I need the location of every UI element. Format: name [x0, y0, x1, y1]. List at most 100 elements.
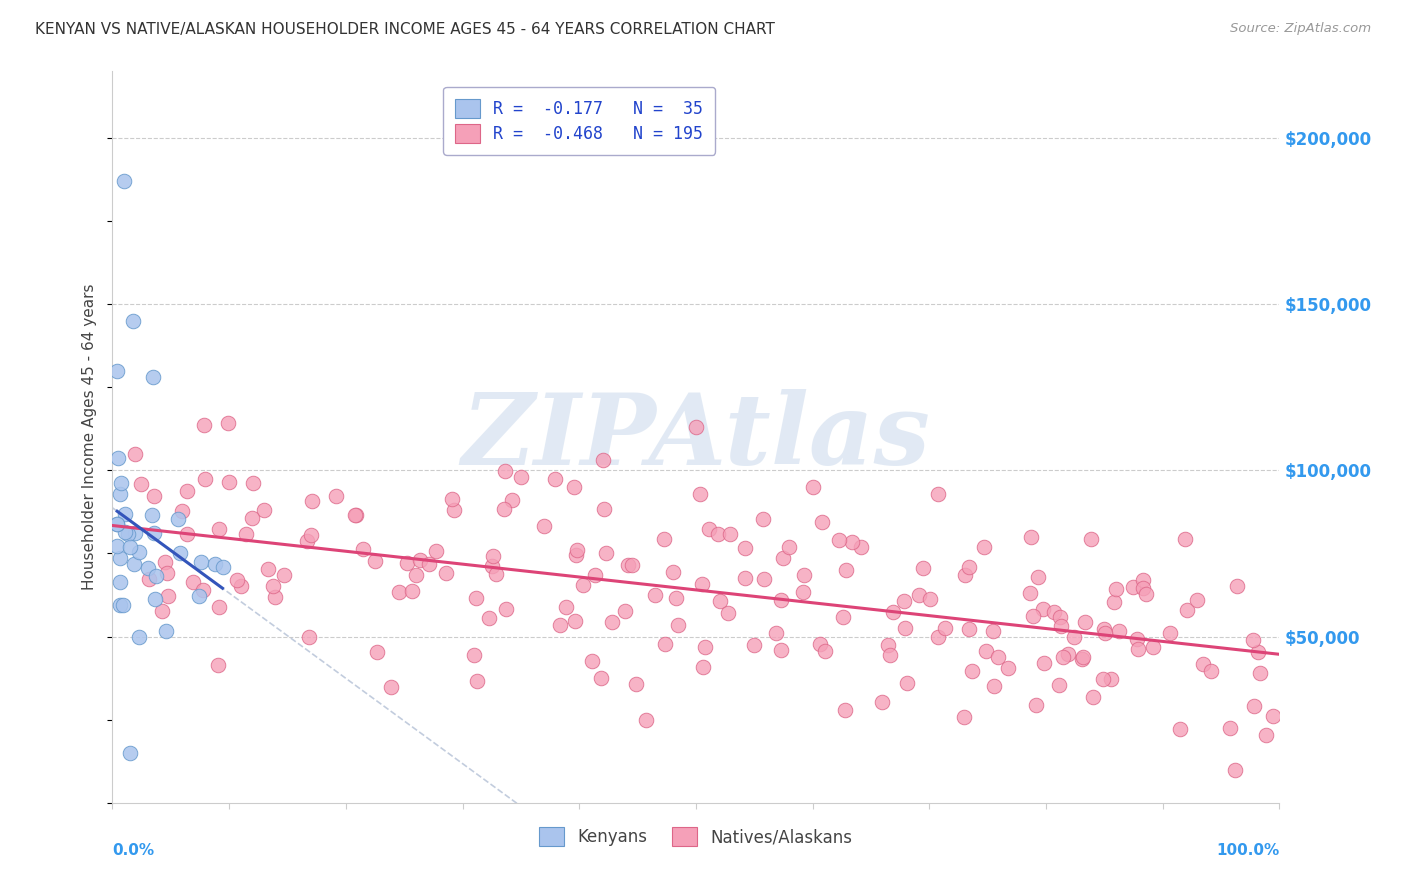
Point — [927, 486, 949, 500]
Point — [620, 558, 643, 572]
Point — [207, 658, 229, 673]
Point — [1122, 580, 1144, 594]
Point — [877, 638, 900, 652]
Point — [1057, 647, 1080, 661]
Point — [485, 567, 508, 582]
Point — [156, 566, 179, 580]
Point — [117, 526, 139, 541]
Point — [120, 541, 142, 555]
Point — [124, 447, 146, 461]
Point — [572, 578, 595, 592]
Point — [593, 501, 616, 516]
Point — [187, 589, 209, 603]
Point — [170, 503, 193, 517]
Point — [298, 630, 321, 644]
Point — [145, 569, 167, 583]
Point — [555, 599, 578, 614]
Point — [143, 591, 166, 606]
Point — [1142, 640, 1164, 654]
Point — [301, 494, 323, 508]
Point — [565, 549, 588, 563]
Point — [110, 475, 132, 490]
Point — [666, 617, 689, 632]
Point — [240, 510, 263, 524]
Point — [1032, 602, 1054, 616]
Point — [1026, 570, 1049, 584]
Point — [811, 515, 834, 529]
Point — [155, 624, 177, 639]
Point — [613, 604, 636, 618]
Point — [136, 561, 159, 575]
Point — [983, 679, 1005, 693]
Point — [142, 489, 165, 503]
Point — [242, 475, 264, 490]
Point — [118, 746, 141, 760]
Point — [1042, 605, 1064, 619]
Point — [997, 661, 1019, 675]
Point — [808, 637, 831, 651]
Point — [463, 648, 485, 662]
Point — [167, 512, 190, 526]
Point — [344, 508, 367, 523]
Point — [253, 502, 276, 516]
Point — [565, 543, 588, 558]
Point — [801, 480, 824, 494]
Point — [1047, 678, 1070, 692]
Text: ZIPAtlas: ZIPAtlas — [461, 389, 931, 485]
Point — [981, 624, 1004, 638]
Point — [882, 605, 904, 619]
Point — [1019, 530, 1042, 544]
Point — [543, 472, 565, 486]
Point — [1063, 630, 1085, 644]
Point — [405, 567, 427, 582]
Point — [138, 573, 160, 587]
Point — [1099, 672, 1122, 686]
Point — [1049, 610, 1071, 624]
Point — [665, 591, 688, 605]
Y-axis label: Householder Income Ages 45 - 64 years: Householder Income Ages 45 - 64 years — [82, 284, 97, 591]
Point — [204, 557, 226, 571]
Point — [1021, 608, 1043, 623]
Point — [734, 541, 756, 556]
Point — [1128, 641, 1150, 656]
Point — [589, 672, 612, 686]
Point — [481, 558, 503, 573]
Point — [1168, 722, 1191, 736]
Point — [617, 558, 640, 573]
Point — [835, 564, 858, 578]
Point — [1105, 582, 1128, 596]
Point — [742, 639, 765, 653]
Point — [718, 527, 741, 541]
Point — [105, 516, 128, 531]
Point — [114, 525, 136, 540]
Point — [441, 492, 464, 507]
Point — [1243, 698, 1265, 713]
Point — [769, 593, 792, 607]
Point — [229, 579, 252, 593]
Point — [709, 593, 731, 607]
Point — [533, 518, 555, 533]
Point — [388, 585, 411, 599]
Point — [814, 643, 837, 657]
Text: 100.0%: 100.0% — [1216, 843, 1279, 858]
Point — [396, 556, 419, 570]
Point — [1226, 578, 1249, 592]
Point — [114, 507, 136, 521]
Point — [600, 615, 623, 630]
Point — [1174, 533, 1197, 547]
Point — [879, 648, 901, 662]
Point — [418, 557, 440, 571]
Point — [295, 533, 318, 548]
Point — [974, 644, 997, 658]
Point — [1025, 698, 1047, 712]
Point — [211, 559, 233, 574]
Point — [1092, 622, 1115, 636]
Point — [366, 645, 388, 659]
Point — [1132, 581, 1154, 595]
Point — [1254, 727, 1277, 741]
Point — [752, 511, 775, 525]
Point — [1263, 709, 1285, 723]
Point — [235, 527, 257, 541]
Point — [834, 703, 856, 717]
Point — [122, 314, 145, 328]
